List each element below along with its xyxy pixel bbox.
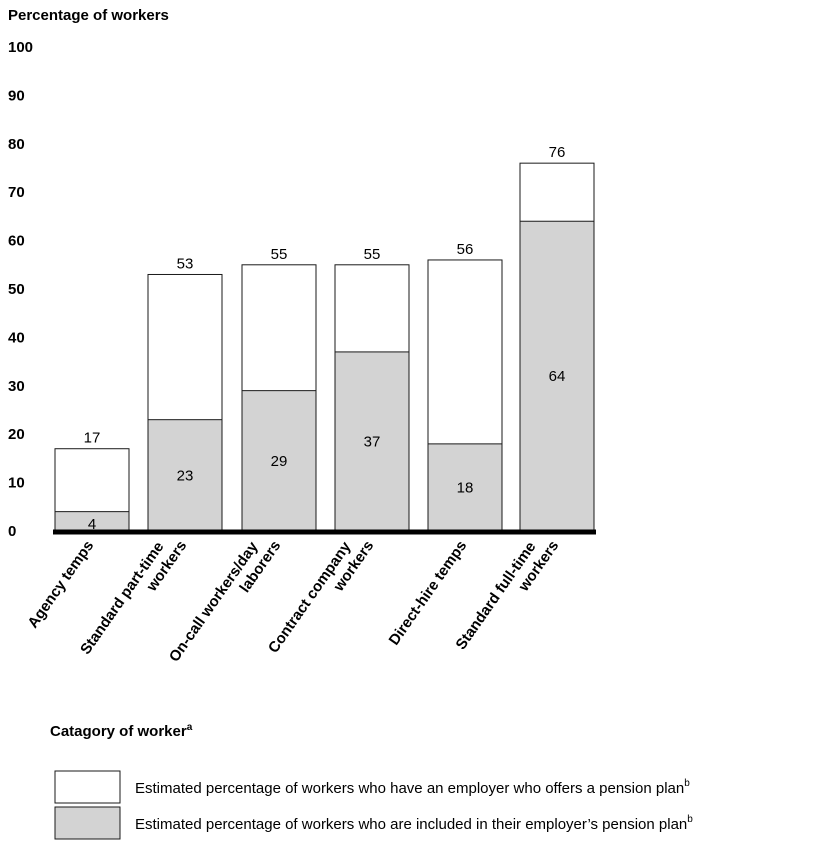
legend-label-superscript: b	[687, 814, 693, 825]
category-label-line: Agency temps	[25, 538, 98, 632]
legend-label-text: Estimated percentage of workers who are …	[135, 816, 687, 833]
y-tick-label: 90	[8, 87, 25, 104]
legend-label: Estimated percentage of workers who are …	[135, 814, 693, 833]
y-tick-label: 60	[8, 233, 25, 250]
data-label-included: 18	[457, 479, 474, 496]
data-label-offers: 56	[457, 241, 474, 258]
data-label-offers: 55	[271, 246, 288, 263]
legend: Estimated percentage of workers who have…	[54, 770, 693, 840]
legend-swatch	[54, 770, 121, 804]
y-tick-label: 30	[8, 378, 25, 395]
y-tick-label: 70	[8, 184, 25, 201]
bar-included-in-plan	[241, 390, 317, 532]
bar-included-in-plan	[427, 443, 503, 532]
category-label-line: Standard full-time	[452, 539, 539, 653]
bars: 17 4 53 23 55 29 55 37 56 18 76 64	[54, 144, 595, 533]
data-label-offers: 76	[549, 144, 566, 161]
y-tick-label: 50	[8, 281, 25, 298]
bar-included-in-plan	[334, 351, 410, 532]
legend-label: Estimated percentage of workers who have…	[135, 778, 690, 797]
bar-included-in-plan	[519, 220, 595, 532]
data-label-included: 64	[549, 368, 566, 385]
y-tick-label: 80	[8, 136, 25, 153]
data-label-offers: 53	[177, 255, 194, 272]
y-axis-ticks: 0 10 20 30 40 50 60 70 80 90 100	[8, 39, 33, 540]
data-label-included: 23	[177, 467, 194, 484]
category-label: Agency temps	[25, 538, 98, 632]
bar-included-in-plan	[147, 419, 223, 532]
data-label-offers: 55	[364, 246, 381, 263]
x-axis-title-superscript: a	[187, 722, 193, 733]
legend-label-superscript: b	[684, 778, 690, 789]
y-axis-title: Percentage of workers	[8, 7, 169, 24]
category-label: Direct-hire temps	[386, 538, 471, 649]
data-label-included: 4	[88, 516, 96, 533]
data-label-included: 37	[364, 433, 381, 450]
y-tick-label: 20	[8, 426, 25, 443]
category-label-line: Contract company	[265, 538, 355, 656]
x-axis-title-text: Catagory of worker	[50, 723, 187, 740]
data-label-offers: 17	[84, 430, 101, 447]
data-label-included: 29	[271, 453, 288, 470]
x-axis-title: Catagory of workera	[50, 722, 193, 740]
legend-label-text: Estimated percentage of workers who have…	[135, 780, 684, 797]
y-tick-label: 40	[8, 329, 25, 346]
y-tick-label: 100	[8, 39, 33, 56]
category-label-line: Direct-hire temps	[386, 538, 471, 649]
y-tick-label: 0	[8, 523, 16, 540]
y-tick-label: 10	[8, 475, 25, 492]
legend-swatch	[54, 806, 121, 840]
